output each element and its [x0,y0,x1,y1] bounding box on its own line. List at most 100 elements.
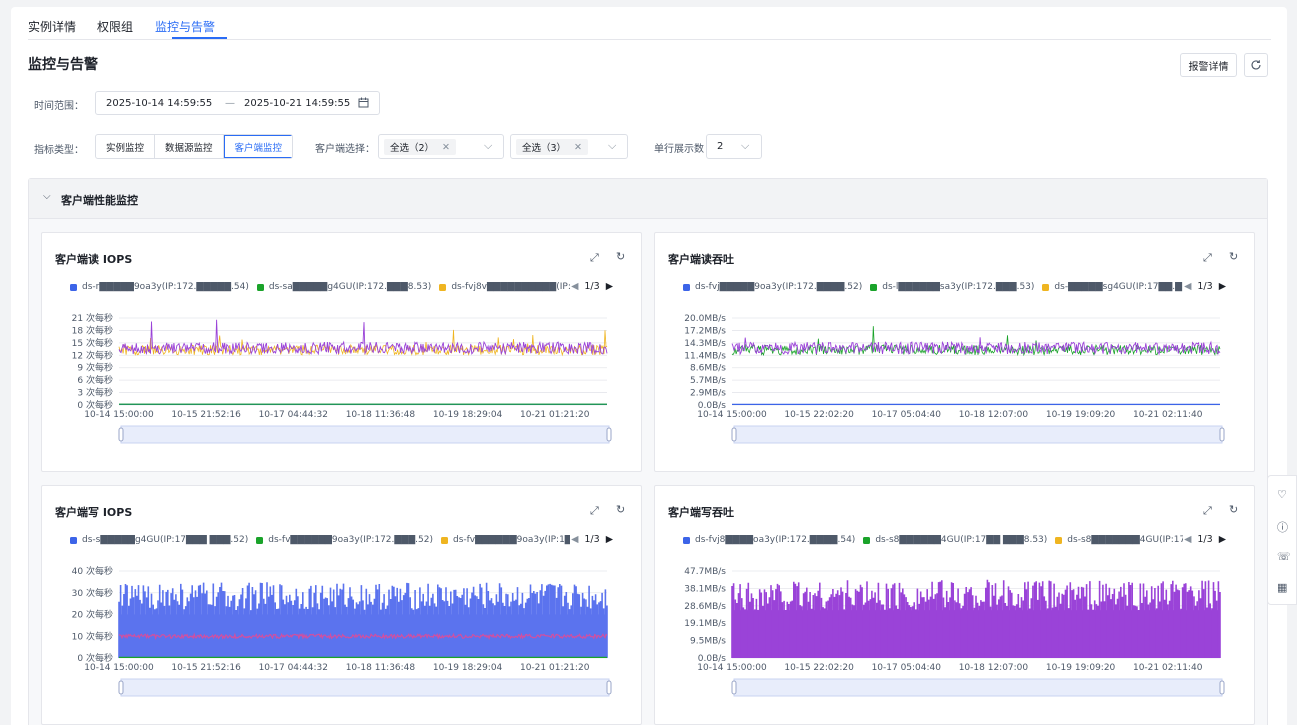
end-date[interactable]: 2025-10-21 14:59:55 [244,98,351,109]
y-tick-label: 19.1MB/s [684,619,726,629]
page-title: 监控与告警 [28,57,98,73]
close-icon[interactable]: ✕ [442,141,451,153]
refresh-icon[interactable]: ↻ [1229,250,1239,263]
y-tick-label: 10 次每秒 [72,630,113,642]
x-tick-label: 10-18 11:36:48 [346,663,416,673]
metric-datasource-option[interactable]: 数据源监控 [155,135,224,158]
chart-title: 客户端写 IOPS [55,506,133,519]
metric-type-segmented: 实例监控 数据源监控 客户端监控 [95,134,294,159]
expand-icon[interactable]: ⤢ [1203,251,1212,264]
legend-item[interactable]: ds-l██████sa3y(IP:172.███.53) [870,282,1034,292]
calendar-icon [358,97,369,108]
y-tick-label: 6 次每秒 [77,374,113,386]
chart-card: 客户端写吞吐 ⤢ ↻ ds-fvj8████oa3y(IP:172.████.54) d… [654,485,1255,725]
y-tick-label: 8.6MB/s [690,364,726,374]
refresh-icon[interactable]: ↻ [616,503,626,516]
legend-item[interactable]: ds-fv██████9oa3y(IP:172.███.52) [256,535,433,545]
zoom-slider[interactable] [733,425,1223,444]
legend-label: ds-fv██████9oa3y(IP:172.███.52) [268,535,433,545]
legend-item[interactable]: ds-█████sg4GU(IP:17██.█ [1042,282,1182,292]
alarm-detail-button[interactable]: 报警详情 [1180,53,1237,77]
chevron-down-icon: ⌵ [741,139,750,152]
zoom-handle[interactable] [118,680,124,695]
zoom-handle[interactable] [1219,680,1225,695]
legend-swatch [683,536,690,544]
expand-icon[interactable]: ⤢ [1203,504,1212,517]
expand-icon[interactable]: ⤢ [590,251,599,264]
next-page-icon[interactable]: ▶ [605,534,613,545]
zoom-slider[interactable] [120,425,610,444]
zoom-slider[interactable] [120,678,610,697]
close-icon[interactable]: ✕ [574,141,583,153]
y-tick-label: 0 次每秒 [77,652,113,664]
x-tick-label: 10-18 11:36:48 [346,410,416,420]
legend-item[interactable]: ds-s8███████4GU(IP:172.16 [1055,535,1183,545]
zoom-handle[interactable] [118,427,124,442]
phone-icon[interactable]: ☏ [1277,550,1291,563]
refresh-button[interactable] [1244,53,1268,77]
prev-page-icon[interactable]: ◀ [571,534,579,545]
zoom-handle[interactable] [1219,427,1225,442]
prev-page-icon[interactable]: ◀ [1184,281,1192,292]
date-range-picker[interactable]: 2025-10-14 14:59:55 — 2025-10-21 14:59:5… [95,91,380,115]
chevron-down-icon: ⌵ [484,139,493,152]
y-tick-label: 0 次每秒 [77,399,113,411]
metric-instance-option[interactable]: 实例监控 [96,135,156,158]
prev-page-icon[interactable]: ◀ [1184,534,1192,545]
zoom-handle[interactable] [606,427,612,442]
series-bars [731,579,1221,658]
row-count-select[interactable]: 2 ⌵ [706,134,762,159]
zoom-handle[interactable] [731,427,737,442]
x-tick-label: 10-15 21:52:16 [171,663,241,673]
start-date[interactable]: 2025-10-14 14:59:55 [106,98,213,109]
refresh-icon[interactable]: ↻ [616,250,626,263]
metric-client-option[interactable]: 客户端监控 [223,135,293,158]
grid-icon[interactable]: ▦ [1277,581,1288,594]
legend-item[interactable]: ds-s█████g4GU(IP:17███ ███.52) [70,535,248,545]
next-page-icon[interactable]: ▶ [1218,534,1226,545]
y-tick-label: 21 次每秒 [72,312,113,324]
prev-page-icon[interactable]: ◀ [571,281,579,292]
legend-item[interactable]: ds-fv██████9oa3y(IP:1███ [440,535,570,545]
select-tag: 全选（3） ✕ [516,139,589,155]
chevron-down-icon[interactable]: ⌵ [43,191,51,202]
section-header[interactable]: ⌵ 客户端性能监控 [29,179,1267,219]
next-page-icon[interactable]: ▶ [1218,281,1226,292]
legend-item[interactable]: ds-sa█████g4GU(IP:172.███8.53) [256,282,431,292]
x-tick-label: 10-18 12:07:00 [959,410,1029,420]
tab-bar: 实例详情 权限组 监控与告警 [28,7,1271,40]
next-page-icon[interactable]: ▶ [605,281,613,292]
legend-pager: ◀ 1/3 ▶ [571,281,613,292]
page-indicator: 1/3 [584,534,600,545]
legend-item[interactable]: ds-r█████9oa3y(IP:172.█████.54) [70,282,249,292]
y-tick-label: 20 次每秒 [72,609,113,621]
x-tick-label: 10-14 15:00:00 [84,663,154,673]
zoom-slider[interactable] [733,678,1223,697]
tab-instance-detail[interactable]: 实例详情 [28,20,77,34]
x-tick-label: 10-15 22:02:20 [784,410,854,420]
legend-swatch [256,283,264,291]
refresh-icon[interactable]: ↻ [1229,503,1239,516]
legend-item[interactable]: ds-fvj8████oa3y(IP:172.████.54) [683,535,855,545]
y-tick-label: 47.7MB/s [684,567,726,577]
tab-monitor-alarm[interactable]: 监控与告警 [155,20,216,34]
zoom-handle[interactable] [731,680,737,695]
tab-permission-group[interactable]: 权限组 [97,20,134,34]
legend-item[interactable]: ds-fvj8v██████████(IP:172.16.1 [439,282,570,292]
legend-swatch [439,283,447,291]
expand-icon[interactable]: ⤢ [590,504,599,517]
legend-item[interactable]: ds-fvj█████9oa3y(IP:172.████.52) [683,282,862,292]
tag-label: 全选（3） [522,143,567,154]
client-select-2[interactable]: 全选（3） ✕ ⌵ [510,134,628,159]
client-select-1[interactable]: 全选（2） ✕ ⌵ [378,134,504,159]
legend-label: ds-s8███████4GU(IP:172.16 [1067,535,1183,545]
active-tab-indicator [172,37,227,39]
y-tick-label: 30 次每秒 [72,587,113,599]
help-icon[interactable]: ⓘ [1277,521,1288,534]
zoom-handle[interactable] [606,680,612,695]
time-range-label: 时间范围： [34,101,84,112]
x-tick-label: 10-15 22:02:20 [784,663,854,673]
favorite-icon[interactable]: ♡ [1277,488,1287,501]
legend-item[interactable]: ds-s8██████4GU(IP:17██ ███8.53) [863,535,1047,545]
legend-swatch [870,283,878,291]
